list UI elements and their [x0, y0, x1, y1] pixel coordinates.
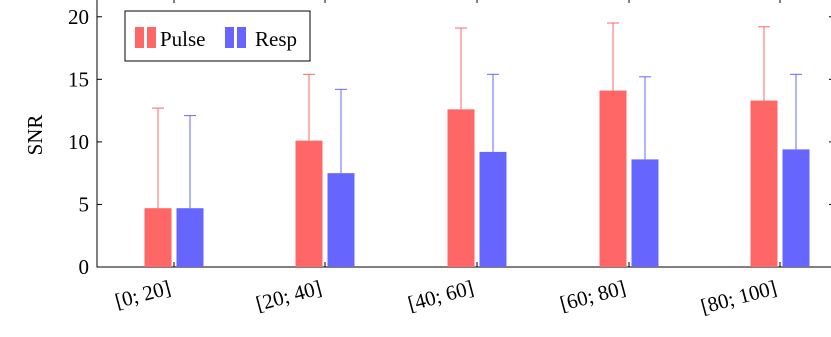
bar-pulse-3: [599, 90, 627, 267]
y-tick-label-20: 20: [68, 5, 89, 29]
bar-resp-0: [176, 208, 204, 267]
x-tick-label-1: [20; 40]: [253, 275, 324, 316]
y-tick-label-15: 15: [68, 67, 89, 91]
bar-resp-2: [479, 151, 507, 267]
error-bars-layer: [152, 22, 802, 209]
x-tick-label-0: [0; 20]: [112, 275, 173, 313]
legend-swatch-pulse: [135, 27, 156, 48]
bar-pulse-4: [750, 100, 778, 267]
y-tick-label-0: 0: [79, 255, 90, 279]
bars-layer: [144, 90, 810, 267]
legend: Pulse Resp: [124, 10, 311, 62]
x-tick-label-3: [60; 80]: [557, 275, 628, 316]
legend-swatch-resp: [225, 27, 246, 48]
bar-pulse-0: [144, 208, 172, 267]
legend-swatch-bar-b: [237, 27, 246, 48]
bar-pulse-1: [295, 140, 323, 267]
bar-resp-1: [327, 173, 355, 267]
y-tick-label-10: 10: [68, 130, 89, 154]
bar-resp-3: [631, 159, 659, 267]
legend-swatch-bar-a: [225, 27, 234, 48]
legend-swatch-bar-a: [135, 27, 144, 48]
legend-label-resp: Resp: [255, 27, 297, 51]
y-axis-label: SNR: [23, 115, 47, 156]
y-tick-label-5: 5: [79, 192, 90, 216]
legend-label-pulse: Pulse: [160, 27, 206, 51]
bar-pulse-2: [447, 109, 475, 267]
x-tick-label-2: [40; 60]: [405, 275, 476, 316]
bar-resp-4: [782, 149, 810, 267]
legend-swatch-bar-b: [147, 27, 156, 48]
x-tick-label-4: [80; 100]: [698, 275, 779, 318]
